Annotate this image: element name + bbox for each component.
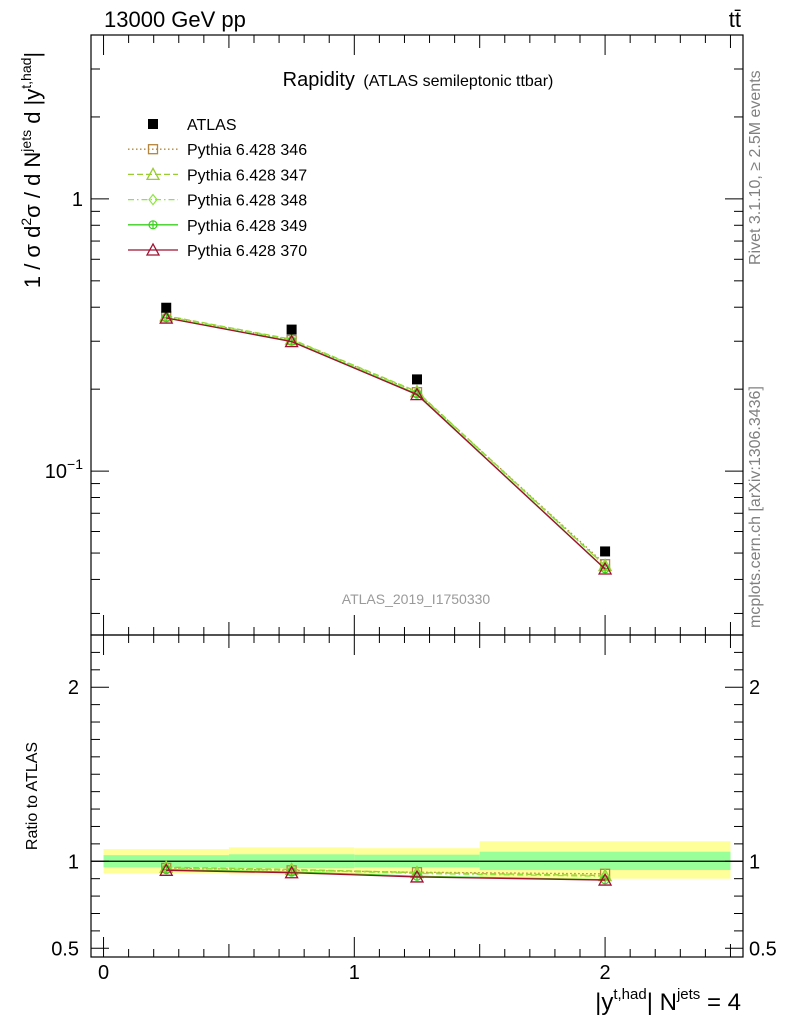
main-series-2 xyxy=(159,308,613,572)
ratio-line xyxy=(166,866,606,877)
data-point xyxy=(159,310,174,324)
series-line xyxy=(166,315,606,567)
ratio-point xyxy=(597,872,613,886)
data-point xyxy=(600,546,611,557)
ratio-axis-ticks: 0.5 0.5 1 1 2 2 0 1 2 xyxy=(51,635,777,984)
main-y-tick-label: 1 xyxy=(72,189,83,211)
ratio-line xyxy=(166,867,606,875)
legend-entry: Pythia 6.428 370 xyxy=(128,242,307,260)
legend-marker xyxy=(148,220,158,230)
legend-label: Pythia 6.428 347 xyxy=(187,167,307,184)
x-axis-label: |yt,had| Njets = 4 xyxy=(595,986,741,1016)
x-tick-label: 2 xyxy=(600,962,611,984)
main-series-group xyxy=(159,302,613,575)
legend-marker xyxy=(145,167,161,181)
series-line xyxy=(166,317,606,570)
series-line xyxy=(166,315,606,565)
legend-label: Pythia 6.428 346 xyxy=(187,142,307,159)
legend-marker xyxy=(145,242,161,256)
legend-entry: ATLAS xyxy=(148,117,237,134)
x-tick-label: 1 xyxy=(349,962,360,984)
data-point xyxy=(286,324,297,335)
series-line xyxy=(166,315,606,566)
rivet-version-label: Rivet 3.1.10, ≥ 2.5M events xyxy=(747,70,764,265)
ratio-y-axis-label: Ratio to ATLAS xyxy=(24,742,41,850)
ratio-y-tick-label-left: 0.5 xyxy=(51,938,79,960)
legend-label: Pythia 6.428 348 xyxy=(187,193,307,210)
ratio-y-tick-label-right: 2 xyxy=(749,677,760,699)
ratio-line xyxy=(166,869,606,881)
series-line xyxy=(166,317,606,570)
analysis-watermark: ATLAS_2019_I1750330 xyxy=(342,591,491,607)
ratio-y-tick-label-left: 1 xyxy=(68,851,79,873)
main-axis-ticks: 1 10−1 xyxy=(45,34,743,635)
legend-entry: Pythia 6.428 348 xyxy=(128,193,307,210)
chart-title: Rapidity (ATLAS semileptonic ttbar) xyxy=(283,69,554,91)
x-tick-label: 0 xyxy=(98,962,109,984)
ratio-y-tick-label-right: 1 xyxy=(749,851,760,873)
data-point xyxy=(409,387,425,401)
chart-title-sub: (ATLAS semileptonic ttbar) xyxy=(363,73,553,90)
main-series-5 xyxy=(159,310,613,575)
data-point xyxy=(412,374,422,385)
main-series-4 xyxy=(161,313,610,574)
main-series-3 xyxy=(161,310,610,572)
ratio-y-tick-label-right: 0.5 xyxy=(749,938,777,960)
data-point xyxy=(284,334,299,348)
legend-marker xyxy=(147,144,159,155)
main-series-1 xyxy=(161,311,611,570)
legend-label: ATLAS xyxy=(187,117,237,134)
main-y-tick-label: 10−1 xyxy=(45,456,83,483)
legend-entry: Pythia 6.428 349 xyxy=(128,218,307,235)
ratio-point xyxy=(284,865,299,879)
data-point xyxy=(597,561,613,575)
main-y-axis-label: 1 / σ d2σ / d Njets d |yt,had| xyxy=(18,52,45,288)
legend-label: Pythia 6.428 349 xyxy=(187,218,307,235)
data-point xyxy=(161,302,172,313)
legend-entry: Pythia 6.428 346 xyxy=(128,142,307,159)
energy-label: 13000 GeV pp xyxy=(104,7,246,32)
legend-marker xyxy=(148,119,158,129)
ratio-series-group xyxy=(159,859,613,886)
legend: ATLAS Pythia 6.428 346 Pythia 6.428 347 Pyt… xyxy=(128,117,307,260)
ratio-point xyxy=(159,862,174,876)
legend-marker xyxy=(148,193,158,206)
mcplots-reference-label: mcplots.cern.ch [arXiv:1306.3436] xyxy=(747,386,764,628)
chart-title-main: Rapidity xyxy=(283,69,355,91)
legend-label: Pythia 6.428 370 xyxy=(187,243,307,260)
main-series-atlas xyxy=(161,302,611,557)
ratio-panel-frame xyxy=(90,634,744,958)
ratio-series-5 xyxy=(159,862,613,886)
ratio-point xyxy=(409,869,425,883)
legend-entry: Pythia 6.428 347 xyxy=(128,167,307,184)
ratio-y-tick-label-left: 2 xyxy=(68,677,79,699)
process-label: tt̄ xyxy=(729,7,741,32)
